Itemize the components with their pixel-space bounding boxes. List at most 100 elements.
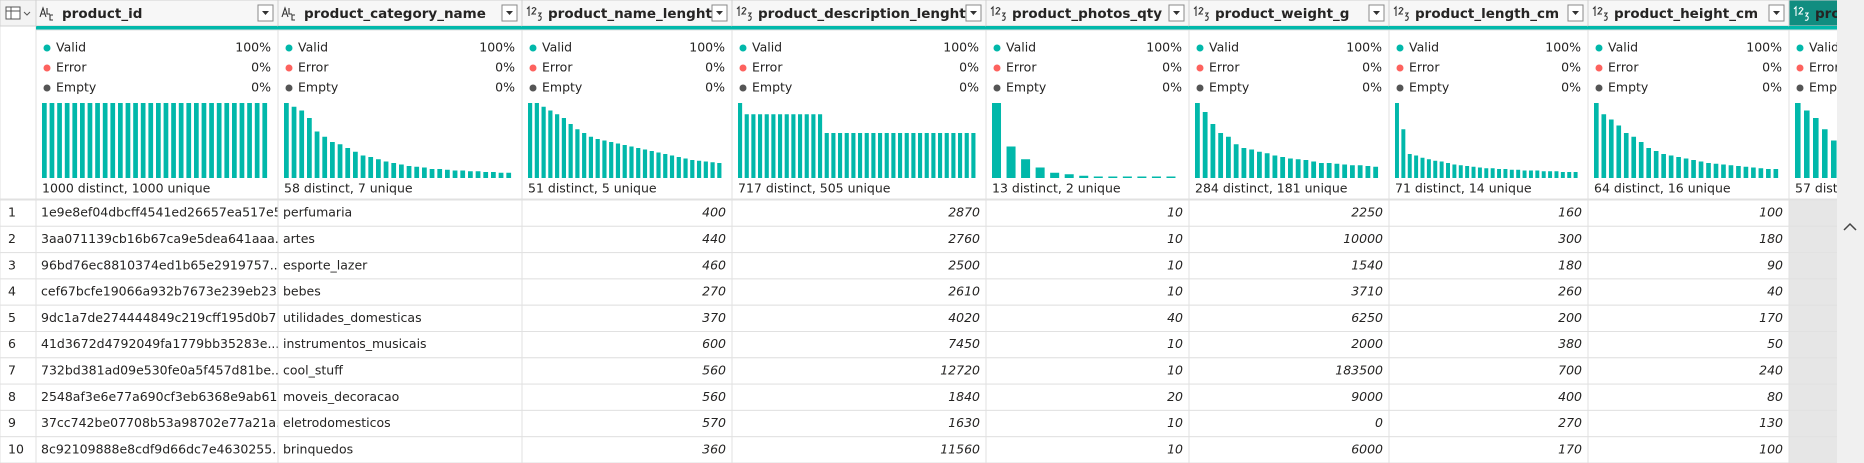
stat-value: 0%	[705, 60, 725, 75]
histogram-bar	[656, 152, 661, 178]
histogram-bar	[224, 103, 230, 178]
histogram-bar	[422, 167, 427, 178]
column-header[interactable]	[277, 0, 523, 27]
histogram-bar	[360, 155, 366, 178]
data-cell	[521, 383, 733, 411]
histogram-bar	[330, 142, 335, 178]
data-cell	[731, 278, 987, 306]
histogram-bar	[844, 133, 849, 178]
data-cell	[277, 409, 523, 438]
histogram-bar	[904, 133, 909, 178]
histogram-bar	[1728, 165, 1734, 178]
row-number: 8	[8, 389, 16, 404]
histogram-bar	[247, 103, 252, 178]
cell-text: eletrodomesticos	[283, 415, 391, 430]
stat-label: Valid	[56, 40, 86, 55]
histogram-bar	[811, 114, 816, 178]
cell-number: 6250	[1351, 310, 1383, 325]
cell-number: 380	[1558, 336, 1582, 351]
histogram-bar	[368, 157, 374, 178]
stat-label: Empty	[752, 80, 793, 95]
histogram-bar	[1608, 119, 1614, 178]
histogram-bar	[1698, 161, 1704, 178]
histogram-bar	[1831, 140, 1837, 178]
data-cell	[521, 331, 733, 359]
data-cell	[521, 252, 733, 280]
column-header[interactable]	[1587, 0, 1790, 27]
histogram-bar	[1151, 176, 1161, 178]
histogram-bar	[1311, 161, 1317, 178]
type-icon-number	[526, 5, 543, 21]
histogram-bar	[798, 114, 803, 178]
histogram-bar	[958, 133, 963, 178]
cell-number: 240	[1759, 362, 1783, 377]
histogram-bar	[201, 103, 207, 178]
stat-label: Empty	[1209, 80, 1250, 95]
table-icon[interactable]	[5, 6, 21, 20]
data-cell	[985, 383, 1190, 411]
histogram-bar	[1166, 176, 1176, 178]
histogram-bar	[178, 103, 184, 178]
histogram-bar	[216, 103, 222, 178]
histogram-bar	[1490, 168, 1495, 178]
data-cell	[985, 278, 1190, 306]
column-header-name: product_photos_qty	[1012, 6, 1162, 22]
histogram-bar	[791, 114, 796, 178]
histogram-bar	[1137, 176, 1147, 178]
histogram-bar	[1706, 163, 1711, 178]
data-cell	[1388, 331, 1589, 359]
column-header[interactable]	[1388, 0, 1589, 27]
filter-caret	[1773, 11, 1780, 15]
data-cell	[985, 199, 1190, 227]
data-cell	[35, 331, 279, 359]
column-header[interactable]	[731, 0, 987, 27]
histogram-bar	[1691, 160, 1696, 178]
histogram-bar	[710, 162, 715, 178]
histogram-bar	[1295, 159, 1301, 178]
data-cell	[521, 278, 733, 306]
histogram-bar	[1616, 125, 1622, 178]
cell-number: 7450	[948, 336, 980, 351]
row-number: 3	[8, 257, 16, 272]
histogram-bar	[498, 172, 504, 178]
histogram-bar	[924, 133, 929, 178]
histogram-bar	[140, 103, 146, 178]
column-header-name: product_description_lenght	[758, 6, 966, 22]
histogram-bar	[636, 148, 641, 178]
scrollbar[interactable]	[1837, 0, 1864, 463]
filter-caret	[970, 11, 977, 15]
histogram-bar	[858, 133, 863, 178]
column-summary: 13 distinct, 2 unique	[992, 181, 1121, 196]
histogram-bar	[1006, 146, 1016, 178]
column-header[interactable]	[1188, 0, 1390, 27]
histogram-bar	[391, 163, 397, 178]
histogram-bar	[1021, 159, 1031, 178]
histogram-bar	[1713, 163, 1719, 178]
stat-value: 0%	[1362, 80, 1382, 95]
table-menu-icon[interactable]	[5, 6, 31, 20]
cell-text: bebes	[283, 284, 321, 299]
histogram-bar	[1676, 157, 1681, 178]
cell-text: instrumentos_musicais	[283, 336, 427, 351]
histogram-bar	[284, 103, 289, 178]
histogram-bar	[171, 103, 176, 178]
stat-dot	[1396, 84, 1404, 92]
histogram-bar	[1516, 169, 1521, 178]
histogram-bar	[483, 172, 489, 178]
cell-number: 2250	[1351, 205, 1383, 220]
histogram-bar	[1319, 163, 1324, 178]
data-cell	[521, 436, 733, 463]
histogram-bar	[232, 103, 237, 178]
data-cell	[1587, 278, 1790, 306]
stat-label: Error	[1006, 60, 1037, 75]
cell-text: 8c92109888e8cdf9d66dc7e4630255...	[41, 441, 284, 456]
cell-number: 40	[1167, 310, 1183, 325]
scroll-up-arrow[interactable]	[1843, 222, 1857, 231]
cell-text: 1e9e8ef04dbcff4541ed26657ea517e5	[41, 205, 282, 220]
histogram-bar	[898, 133, 903, 178]
column-summary: 57 distinct	[1795, 181, 1861, 196]
histogram-bar	[1420, 157, 1425, 178]
histogram-bar	[1426, 159, 1431, 178]
cell-number: 270	[1558, 415, 1582, 430]
histogram-bar	[406, 166, 412, 178]
